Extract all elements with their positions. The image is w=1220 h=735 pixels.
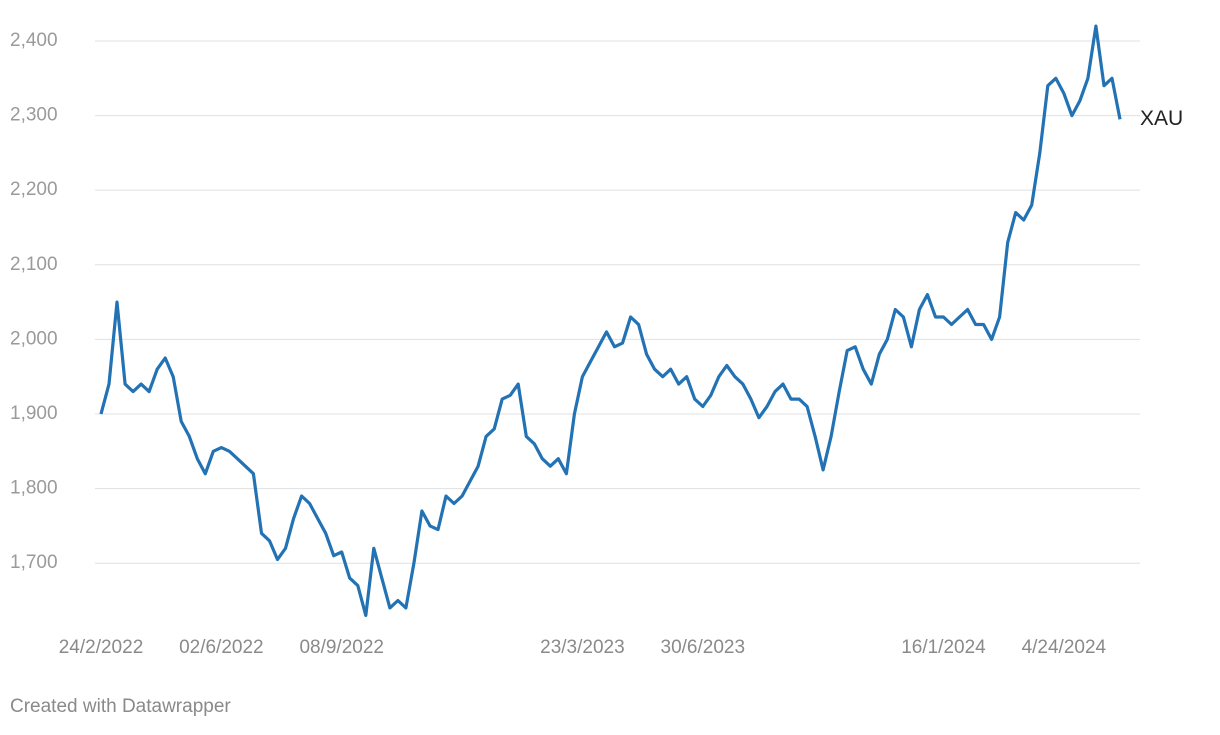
y-tick-label: 2,000 <box>10 328 58 349</box>
y-tick-label: 2,400 <box>10 30 58 51</box>
x-tick-label: 30/6/2023 <box>661 637 746 658</box>
x-tick-label: 23/3/2023 <box>540 637 625 658</box>
y-tick-label: 1,800 <box>10 478 58 499</box>
y-tick-label: 1,700 <box>10 552 58 573</box>
x-tick-label: 16/1/2024 <box>901 637 986 658</box>
footer: Created with Datawrapper <box>10 696 231 717</box>
y-tick-label: 2,200 <box>10 179 58 200</box>
x-tick-label: 24/2/2022 <box>59 637 144 658</box>
y-tick-label: 1,900 <box>10 403 58 424</box>
series-label: XAU <box>1140 107 1183 130</box>
x-tick-label: 4/24/2024 <box>1022 637 1107 658</box>
x-tick-label: 08/9/2022 <box>299 637 384 658</box>
y-tick-label: 2,300 <box>10 105 58 126</box>
series-line <box>99 24 1122 617</box>
y-tick-label: 2,100 <box>10 254 58 275</box>
x-tick-label: 02/6/2022 <box>179 637 264 658</box>
